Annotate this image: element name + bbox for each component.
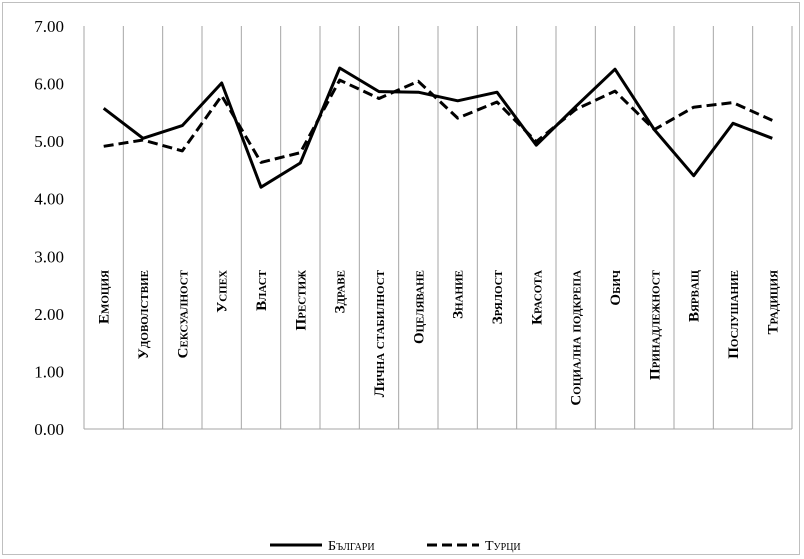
series-line-bulgari [102, 66, 773, 189]
y-tick-label: 3.00 [34, 247, 64, 266]
y-tick-label: 6.00 [34, 75, 64, 94]
grid-lines [83, 26, 793, 430]
category-label: Социална подкрепа [569, 270, 585, 406]
legend-label: Българи [328, 539, 375, 554]
category-label: Знание [451, 270, 467, 319]
legend-label: Турци [485, 539, 521, 554]
category-label: Емоция [97, 270, 113, 324]
category-label: Успех [215, 270, 231, 313]
category-label: Сексуалност [175, 269, 191, 358]
category-label: Зрялост [490, 269, 506, 324]
category-labels: Емоция Удоволствие Сексуалност Успех Власт Пр… [97, 269, 782, 405]
y-tick-label: 0.00 [34, 420, 64, 439]
category-label: Власт [254, 269, 270, 311]
y-tick-label: 5.00 [34, 132, 64, 151]
category-label: Красота [529, 270, 545, 325]
category-label: Вярвaщ [687, 270, 703, 322]
y-tick-label: 1.00 [34, 362, 64, 381]
category-label: Принадлежност [647, 269, 663, 380]
category-label: Обич [608, 270, 624, 306]
category-label: Оцеляване [411, 270, 427, 344]
series-line-turci [103, 78, 773, 164]
category-label: Престиж [293, 270, 309, 331]
y-tick-label: 7.00 [34, 17, 64, 36]
y-tick-label: 4.00 [34, 190, 64, 209]
legend: Българи Турци [270, 539, 521, 554]
y-axis-ticks: 0.00 1.00 2.00 3.00 4.00 5.00 6.00 7.00 [34, 17, 64, 439]
category-label: Послушание [726, 270, 742, 359]
category-label: Лична стабилност [372, 269, 388, 397]
category-label: Здраве [333, 270, 349, 313]
category-label: Удоволствие [136, 270, 152, 359]
series-lines [102, 66, 773, 189]
category-label: Традиция [765, 270, 781, 334]
y-tick-label: 2.00 [34, 305, 64, 324]
